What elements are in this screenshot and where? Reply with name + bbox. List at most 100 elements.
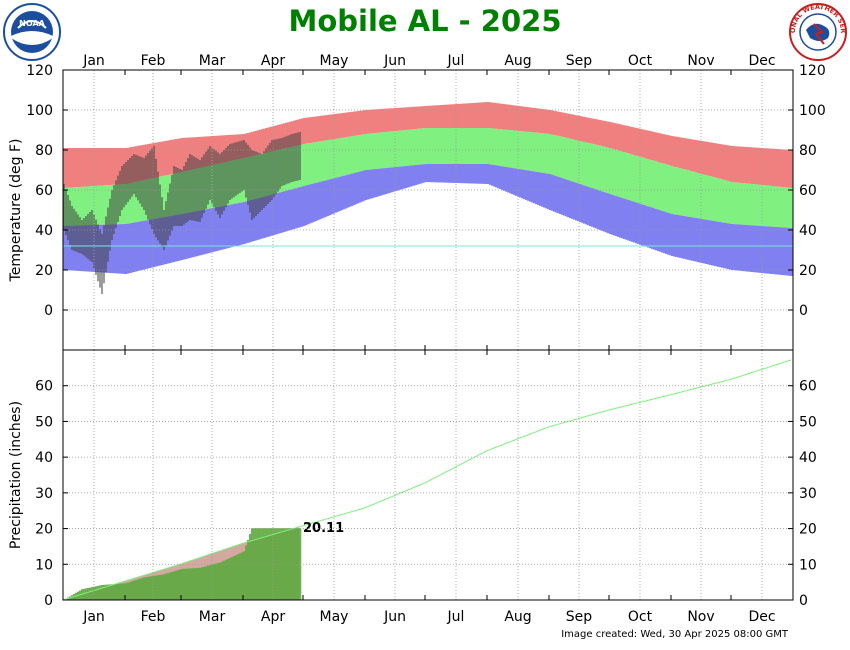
- observed-precip-bar: [157, 575, 160, 600]
- observed-precip-bar: [85, 588, 88, 600]
- record-high-bar: [255, 130, 258, 156]
- observed-temp-bar: [157, 171, 159, 241]
- normal-range-bar: [525, 131, 528, 171]
- record-low-bar: [377, 168, 380, 197]
- record-high-bar: [103, 148, 106, 186]
- observed-temp-bar: [189, 154, 191, 220]
- temp-tick-label: 20: [35, 263, 53, 279]
- normal-range-bar: [481, 128, 484, 164]
- record-low-bar: [783, 227, 786, 276]
- record-high-bar: [279, 124, 282, 150]
- record-high-bar: [319, 115, 322, 142]
- nws-logo-icon: NATIONAL WEATHER SERVICE: [789, 3, 847, 61]
- normal-range-bar: [543, 133, 546, 174]
- record-high-bar: [301, 118, 304, 145]
- record-low-bar: [215, 207, 218, 252]
- observed-temp-bar: [273, 139, 275, 198]
- record-low-bar: [371, 169, 374, 199]
- normal-range-bar: [355, 135, 358, 173]
- observed-temp-bar: [89, 212, 91, 261]
- record-high-bar: [351, 111, 354, 137]
- record-high-bar: [519, 106, 522, 132]
- normal-range-bar: [479, 128, 482, 164]
- record-low-bar: [365, 170, 368, 200]
- normal-range-bar: [429, 128, 432, 164]
- normal-range-bar: [633, 154, 636, 202]
- observed-temp-bar: [217, 152, 219, 215]
- observed-temp-bar: [185, 162, 187, 223]
- observed-temp-bar: [81, 220, 83, 254]
- normal-range-bar: [775, 186, 778, 227]
- record-high-bar: [99, 148, 102, 186]
- record-low-bar: [123, 224, 126, 274]
- record-low-bar: [203, 209, 206, 255]
- normal-range-bar: [763, 185, 766, 227]
- record-high-bar: [527, 107, 530, 132]
- normal-range-bar: [617, 150, 620, 197]
- observed-temp-bar: [287, 135, 289, 184]
- month-label-bottom: Dec: [748, 609, 775, 625]
- month-label-top: Jun: [383, 53, 406, 69]
- observed-precip-bar: [243, 551, 246, 600]
- record-low-bar: [737, 224, 740, 271]
- record-low-bar: [583, 185, 586, 224]
- normal-range-bar: [451, 128, 454, 164]
- record-high-bar: [681, 137, 684, 169]
- record-low-bar: [627, 199, 630, 241]
- record-low-bar: [261, 197, 264, 239]
- normal-range-bar: [623, 152, 626, 199]
- observed-temp-bar: [115, 180, 117, 228]
- record-low-bar: [401, 166, 404, 190]
- record-low-bar: [623, 198, 626, 239]
- record-low-bar: [197, 210, 200, 256]
- record-high-bar: [447, 104, 450, 128]
- record-low-bar: [185, 213, 188, 259]
- normal-range-bar: [361, 134, 364, 172]
- observed-temp-bar: [75, 211, 77, 252]
- record-high-bar: [253, 131, 256, 156]
- record-low-bar: [791, 228, 794, 276]
- observed-temp-bar: [263, 151, 265, 208]
- record-low-bar: [771, 226, 774, 274]
- record-low-bar: [451, 164, 454, 183]
- normal-range-bar: [435, 128, 438, 164]
- record-high-bar: [405, 107, 408, 130]
- record-high-bar: [499, 103, 502, 130]
- record-high-bar: [415, 106, 418, 129]
- record-high-bar: [419, 106, 422, 129]
- record-high-bar: [173, 139, 176, 174]
- record-high-bar: [735, 146, 738, 183]
- normal-range-bar: [409, 129, 412, 166]
- normal-range-bar: [415, 129, 418, 165]
- record-low-bar: [691, 217, 694, 261]
- month-label-top: Jan: [82, 53, 105, 69]
- normal-range-bar: [499, 129, 502, 166]
- record-low-bar: [269, 195, 272, 237]
- record-low-bar: [133, 222, 136, 272]
- observed-temp-bar: [113, 185, 115, 234]
- record-high-bar: [553, 110, 556, 135]
- observed-precip-bar: [183, 568, 186, 600]
- record-low-bar: [445, 164, 448, 183]
- normal-range-bar: [547, 133, 550, 174]
- observed-temp-bar: [131, 156, 133, 197]
- precip-tick-label: 40: [799, 450, 817, 466]
- record-high-bar: [755, 147, 758, 185]
- observed-precip-bar: [167, 573, 170, 600]
- normal-range-bar: [669, 165, 672, 214]
- observed-precip-bar: [139, 578, 142, 600]
- record-low-bar: [155, 218, 158, 267]
- record-high-bar: [365, 110, 368, 134]
- record-low-bar: [449, 164, 452, 183]
- normal-range-bar: [163, 175, 166, 218]
- record-high-bar: [663, 134, 666, 164]
- observed-precip-bar: [297, 528, 300, 600]
- observed-precip-bar: [97, 585, 100, 600]
- record-low-bar: [715, 221, 718, 267]
- record-low-bar: [337, 177, 340, 212]
- normal-range-bar: [399, 130, 402, 167]
- record-high-bar: [401, 107, 404, 131]
- month-label-top: Oct: [628, 53, 653, 69]
- record-low-bar: [491, 164, 494, 186]
- normal-range-bar: [341, 137, 344, 177]
